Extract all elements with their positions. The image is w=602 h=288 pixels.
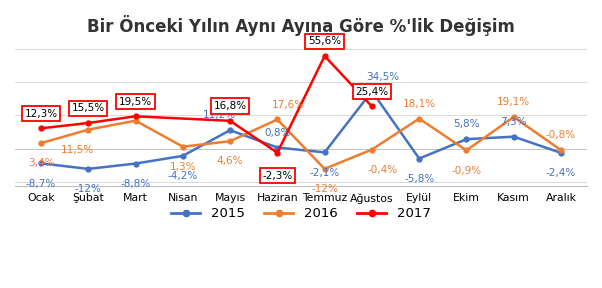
Text: 34,5%: 34,5% (367, 71, 400, 82)
2015 (557, 151, 565, 155)
Text: 7,3%: 7,3% (500, 117, 527, 127)
Text: 5,8%: 5,8% (453, 120, 480, 129)
Line: 2015: 2015 (39, 89, 563, 171)
Line: 2016: 2016 (39, 115, 563, 171)
2016 (463, 149, 470, 152)
2015 (415, 157, 423, 160)
2017 (132, 115, 139, 118)
2016 (85, 128, 92, 131)
2015 (321, 151, 328, 154)
Text: 16,9%: 16,9% (119, 101, 152, 111)
Legend: 2015, 2016, 2017: 2015, 2016, 2017 (166, 202, 436, 226)
Text: 11,2%: 11,2% (202, 110, 235, 120)
2016 (179, 145, 187, 148)
Text: 19,5%: 19,5% (119, 96, 152, 107)
Text: 12,3%: 12,3% (25, 109, 58, 119)
Text: -0,4%: -0,4% (368, 165, 398, 175)
2017 (37, 127, 45, 130)
2016 (321, 167, 328, 170)
Text: 15,5%: 15,5% (72, 103, 105, 113)
2015 (132, 162, 139, 165)
2015 (274, 146, 281, 149)
2015 (463, 137, 470, 141)
Text: -0,8%: -0,8% (546, 130, 576, 141)
Text: 11,5%: 11,5% (61, 145, 94, 155)
Line: 2017: 2017 (39, 54, 374, 155)
2015 (85, 167, 92, 170)
Text: -2,4%: -2,4% (546, 168, 576, 178)
Text: 55,6%: 55,6% (308, 36, 341, 46)
2017 (368, 105, 376, 108)
Text: -8,7%: -8,7% (26, 179, 56, 189)
2015 (368, 90, 376, 93)
Text: -5,8%: -5,8% (404, 174, 434, 184)
2017 (274, 151, 281, 154)
2016 (132, 119, 139, 122)
Text: -0,9%: -0,9% (452, 166, 482, 176)
Text: -12%: -12% (311, 184, 338, 194)
2016 (274, 118, 281, 121)
Text: 17,6%: 17,6% (272, 100, 305, 110)
Text: 16,8%: 16,8% (214, 101, 247, 111)
2016 (557, 149, 565, 152)
2016 (510, 115, 517, 119)
Text: 1,3%: 1,3% (170, 162, 196, 172)
Text: -8,8%: -8,8% (120, 179, 150, 189)
Text: -12%: -12% (75, 184, 102, 194)
Text: 25,4%: 25,4% (355, 87, 388, 97)
Text: -4,2%: -4,2% (168, 171, 198, 181)
2015 (179, 154, 187, 158)
Text: 3,4%: 3,4% (28, 158, 54, 168)
Text: -2,3%: -2,3% (262, 171, 293, 181)
Text: 19,1%: 19,1% (497, 97, 530, 107)
2016 (415, 117, 423, 120)
2015 (510, 135, 517, 139)
2016 (37, 141, 45, 145)
Text: 4,6%: 4,6% (217, 156, 243, 166)
Text: 18,1%: 18,1% (403, 99, 436, 109)
Text: 0,8%: 0,8% (264, 128, 291, 138)
2017 (321, 54, 328, 58)
2017 (226, 119, 234, 122)
2016 (226, 139, 234, 143)
2015 (37, 162, 45, 165)
Title: Bir Önceki Yılın Aynı Ayına Göre %'lik Değişim: Bir Önceki Yılın Aynı Ayına Göre %'lik D… (87, 15, 515, 36)
2015 (226, 128, 234, 132)
2016 (368, 148, 376, 151)
2017 (85, 121, 92, 125)
Text: -2,1%: -2,1% (309, 168, 340, 178)
